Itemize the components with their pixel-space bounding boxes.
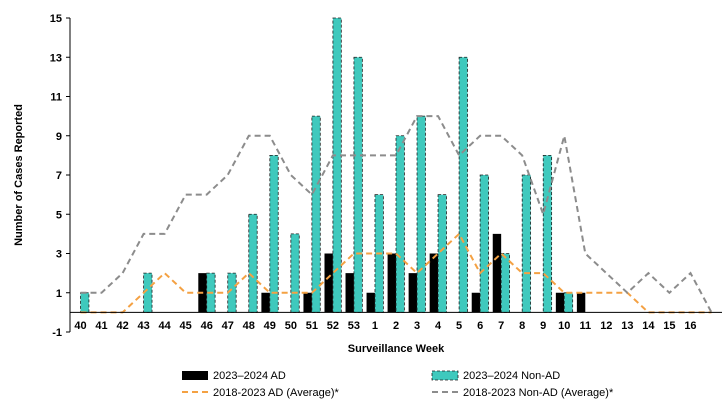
2023-2024-non-ad-bar <box>416 115 426 313</box>
legend: 2023–2024 AD 2023–2024 Non-AD 2018-2023 AD… <box>182 370 614 399</box>
x-tick-label: 12 <box>600 320 612 332</box>
legend-item-2023-2024-ad: 2023–2024 AD <box>182 370 286 382</box>
x-tick-label: 9 <box>540 320 546 332</box>
x-tick-label: 40 <box>74 320 86 332</box>
y-tick-label: 1 <box>56 288 62 300</box>
x-tick-label: 10 <box>558 320 570 332</box>
y-axis-title: Number of Cases Reported <box>13 104 25 246</box>
x-tick-label: 15 <box>663 320 675 332</box>
x-tick-label: 52 <box>327 320 339 332</box>
x-tick-label: 43 <box>137 320 149 332</box>
x-tick-label: 5 <box>456 320 462 332</box>
x-tick-label: 3 <box>414 320 420 332</box>
2023-2024-ad-bar <box>576 292 586 313</box>
x-axis-ticks: 40 41 42 43 44 45 46 47 48 49 50 51 52 53 1 2 3 4 5 6 7 8 9 10 1… <box>74 320 696 332</box>
x-tick-label: 6 <box>477 320 483 332</box>
x-tick-label: 51 <box>306 320 318 332</box>
2023-2024-ad-bar <box>471 292 481 313</box>
2023-2024-non-ad-bar <box>353 56 363 313</box>
bars <box>80 17 586 313</box>
2023-2024-non-ad-bar <box>311 115 321 313</box>
y-tick-label: 9 <box>56 131 62 143</box>
x-tick-label: 50 <box>285 320 297 332</box>
x-tick-label: 7 <box>498 320 504 332</box>
2023-2024-non-ad-bar <box>500 253 510 313</box>
2023-2024-non-ad-bar <box>395 135 405 313</box>
2023-2024-non-ad-bar <box>479 174 489 313</box>
2023-2024-non-ad-bar <box>563 292 574 313</box>
2023-2024-ad-bar <box>345 273 354 313</box>
2023-2024-non-ad-bar <box>80 292 90 313</box>
legend-item-2018-2023-ad-average: 2018-2023 AD (Average)* <box>182 387 339 399</box>
legend-label: 2023–2024 AD <box>213 370 286 382</box>
2023-2024-non-ad-bar <box>542 154 553 313</box>
y-tick-label: 5 <box>56 209 62 221</box>
y-tick-label: 11 <box>50 92 62 104</box>
x-tick-label: 4 <box>435 320 442 332</box>
x-tick-label: 42 <box>116 320 128 332</box>
2023-2024-non-ad-bar <box>437 194 447 313</box>
legend-swatch <box>182 371 208 380</box>
legend-item-2023-2024-non-ad: 2023–2024 Non-AD <box>431 370 560 382</box>
legend-swatch <box>431 370 459 381</box>
y-tick-label: 15 <box>50 13 62 25</box>
x-tick-label: 47 <box>222 320 234 332</box>
2023-2024-non-ad-bar <box>290 233 300 313</box>
x-tick-label: 13 <box>621 320 633 332</box>
y-tick-label: -1 <box>52 327 62 339</box>
x-tick-label: 44 <box>159 320 172 332</box>
x-axis-title: Surveillance Week <box>348 343 445 355</box>
2023-2024-ad-bar <box>429 253 439 313</box>
x-tick-label: 53 <box>348 320 360 332</box>
x-tick-label: 14 <box>642 320 655 332</box>
y-tick-label: 3 <box>56 249 62 261</box>
legend-item-2018-2023-non-ad-average: 2018-2023 Non-AD (Average)* <box>432 387 614 399</box>
x-tick-label: 16 <box>684 320 696 332</box>
2023-2024-ad-bar <box>492 233 502 313</box>
x-tick-label: 41 <box>95 320 107 332</box>
x-tick-label: 11 <box>579 320 591 332</box>
x-tick-label: 46 <box>201 320 213 332</box>
2023-2024-ad-bar <box>261 292 270 313</box>
x-tick-label: 2 <box>393 320 399 332</box>
2023-2024-ad-bar <box>408 273 418 313</box>
2023-2024-ad-bar <box>303 292 312 313</box>
2023-2024-ad-bar <box>555 292 565 313</box>
legend-label: 2023–2024 Non-AD <box>463 370 560 382</box>
x-tick-label: 8 <box>519 320 525 332</box>
x-tick-label: 48 <box>243 320 255 332</box>
2023-2024-non-ad-bar <box>521 174 532 313</box>
x-tick-label: 45 <box>180 320 192 332</box>
x-tick-label: 49 <box>264 320 276 332</box>
2023-2024-non-ad-bar <box>458 56 468 313</box>
legend-label: 2018-2023 Non-AD (Average)* <box>463 387 614 399</box>
legend-label: 2018-2023 AD (Average)* <box>213 387 339 399</box>
2023-2024-non-ad-bar <box>269 154 279 313</box>
2023-2024-non-ad-bar <box>248 213 258 313</box>
2023-2024-ad-bar <box>366 292 375 313</box>
2023-2024-ad-bar <box>324 253 333 313</box>
2023-2024-ad-bar <box>387 253 396 313</box>
x-tick-label: 1 <box>372 320 378 332</box>
y-tick-label: 7 <box>56 170 62 182</box>
y-tick-label: 13 <box>50 52 62 64</box>
